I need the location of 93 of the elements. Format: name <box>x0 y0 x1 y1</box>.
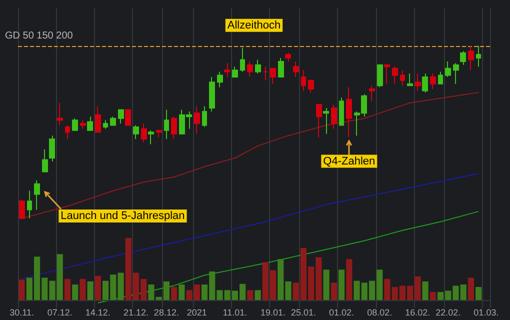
bar <box>476 286 482 300</box>
candlestick <box>400 70 405 86</box>
x-tick-label: 28.12. <box>154 308 179 318</box>
candlestick <box>141 123 147 143</box>
bar <box>18 280 25 300</box>
x-tick-label: 01.03. <box>474 308 499 318</box>
candlestick <box>293 60 299 78</box>
x-tick-label: 07.12. <box>47 308 72 318</box>
bar <box>422 281 428 300</box>
x-tick-label: 01.02. <box>329 308 354 318</box>
candlestick <box>80 120 86 130</box>
candlestick <box>118 109 124 124</box>
x-tick-label: 21.12. <box>123 308 149 318</box>
candlestick <box>377 64 383 88</box>
candlestick <box>103 120 108 130</box>
bar <box>72 284 78 300</box>
x-tick-label: 08.02. <box>367 308 392 318</box>
x-tick-label: 25.01. <box>290 308 316 318</box>
bar <box>430 292 436 300</box>
candlestick <box>171 116 177 140</box>
candlestick <box>384 64 390 84</box>
bar <box>247 290 254 300</box>
candlestick <box>49 135 55 162</box>
candlestick <box>72 118 78 131</box>
candlestick <box>65 124 70 140</box>
candlestick <box>316 104 322 138</box>
candlestick <box>209 76 215 112</box>
x-tick-label: 14.12. <box>85 308 110 318</box>
x-tick-label: 11.01. <box>222 308 248 318</box>
candlestick <box>148 130 154 145</box>
candlestick <box>217 71 223 88</box>
candlestick <box>110 116 116 126</box>
candlestick <box>476 45 481 68</box>
candlestick <box>133 124 139 140</box>
candlestick <box>460 50 466 66</box>
candlestick <box>346 86 352 138</box>
candlestick <box>194 106 200 134</box>
candlestick <box>232 66 238 78</box>
bar <box>254 290 261 300</box>
candlestick <box>415 73 421 92</box>
bar <box>87 281 94 300</box>
candlestick <box>453 62 459 84</box>
candlestick <box>42 148 48 172</box>
candlestick <box>422 73 428 93</box>
candlestick <box>285 52 291 62</box>
bar <box>346 259 352 300</box>
candlestick <box>407 73 413 86</box>
candlestick <box>263 66 268 81</box>
x-tick-label: 30.11. <box>10 308 34 318</box>
candlestick <box>224 62 230 78</box>
x-tick-label: 19.01. <box>260 308 286 318</box>
candlestick <box>125 109 131 126</box>
bar <box>64 278 71 300</box>
candlestick <box>301 70 306 92</box>
candlestick <box>468 45 474 71</box>
candlestick <box>19 198 25 219</box>
candlestick <box>34 180 40 210</box>
candlestick <box>278 58 284 78</box>
x-tick-label: 2021 <box>186 308 207 318</box>
candlestick <box>430 73 436 90</box>
candlestick <box>392 66 398 84</box>
candlestick <box>57 102 63 126</box>
bar <box>80 278 86 300</box>
candlestick <box>95 106 101 133</box>
candlestick <box>331 104 337 130</box>
candlestick <box>202 106 207 128</box>
ref-line-label: Allzeithoch <box>227 19 281 32</box>
candlestick <box>87 116 93 131</box>
candlestick <box>27 190 32 219</box>
candlestick <box>339 97 344 126</box>
candlestick <box>240 47 245 72</box>
candlestick <box>308 80 314 93</box>
candlestick <box>164 109 169 140</box>
annotation: Launch und 5-Jahresplan <box>60 210 185 222</box>
chart-subtitle: GD 50 150 200 <box>5 30 74 42</box>
bar <box>468 278 474 300</box>
bar <box>94 276 101 300</box>
bar <box>178 284 185 300</box>
candlestick <box>255 59 261 74</box>
candlestick <box>438 71 443 84</box>
x-tick-label: 16.02. <box>405 308 430 318</box>
candlestick <box>323 108 329 134</box>
annotation: Q4-Zahlen <box>323 155 376 168</box>
bar <box>338 270 345 300</box>
x-tick-label: 22.02. <box>436 308 461 318</box>
candlestick <box>156 130 162 138</box>
bar <box>330 282 337 300</box>
candlestick <box>445 60 451 78</box>
candlestick <box>247 60 253 78</box>
candlestick <box>369 85 375 102</box>
bar <box>171 286 178 300</box>
bar <box>323 270 330 300</box>
candlestick <box>270 68 276 84</box>
